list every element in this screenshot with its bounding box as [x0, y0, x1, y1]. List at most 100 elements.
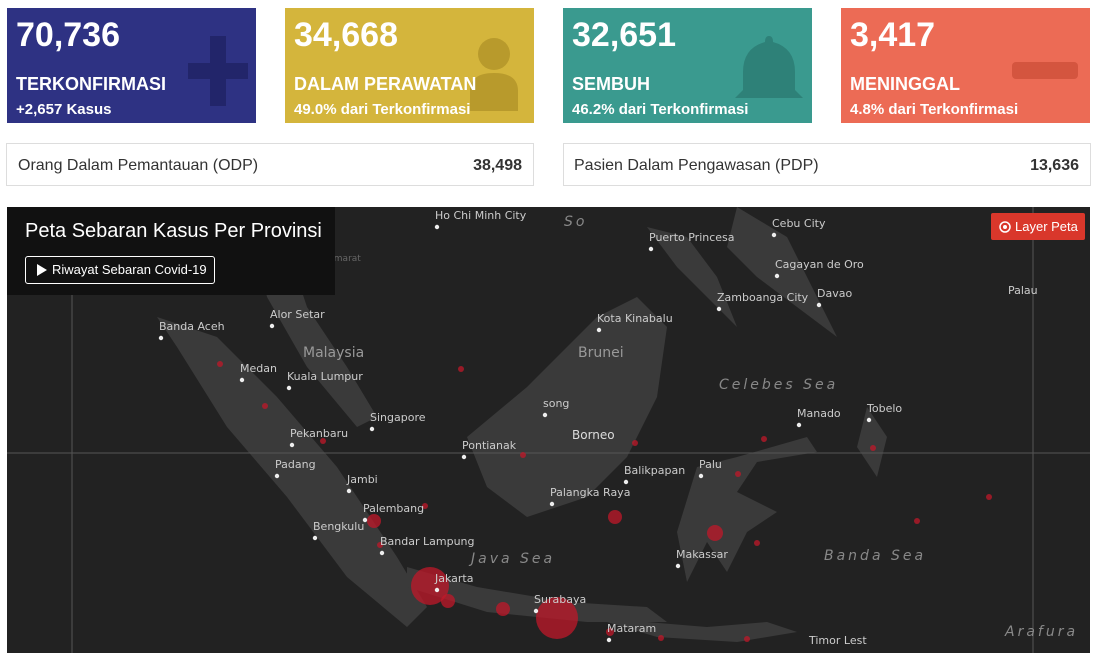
map-panel: Peta Sebaran Kasus Per Provinsi Riwayat …	[7, 207, 335, 295]
place-dot	[158, 335, 164, 341]
place-dot	[434, 587, 440, 593]
icon	[735, 36, 803, 98]
place-dot	[606, 637, 612, 643]
card-treated: 34,668 DALAM PERAWATAN 49.0% dari Terkon…	[285, 8, 534, 123]
place-label: Makassar	[676, 548, 728, 561]
place-dot	[542, 412, 548, 418]
icon	[1012, 62, 1078, 79]
place-label: Banda Aceh	[159, 320, 225, 333]
place-label: Pekanbaru	[290, 427, 348, 440]
place-label: Celebes Sea	[719, 377, 838, 393]
place-label: Jambi	[346, 473, 378, 486]
place-dot	[596, 327, 602, 333]
icon	[470, 38, 518, 111]
place-dot	[774, 273, 780, 279]
place-dot	[716, 306, 722, 312]
place-dot	[796, 422, 802, 428]
card-sub: 49.0% dari Terkonfirmasi	[294, 101, 471, 118]
place-dot	[533, 608, 539, 614]
place-label: Puerto Princesa	[649, 231, 735, 244]
card-label: MENINGGAL	[850, 74, 960, 94]
land	[157, 207, 887, 642]
play-icon	[37, 264, 47, 276]
place-label: Zamboanga City	[717, 291, 809, 304]
place-dot	[369, 426, 375, 432]
card-recovered: 32,651 SEMBUH 46.2% dari Terkonfirmasi	[563, 8, 812, 123]
place-label: Java Sea	[468, 551, 555, 567]
place-dot	[648, 246, 654, 252]
place-label: Singapore	[370, 411, 426, 424]
card-confirmed: 70,736 TERKONFIRMASI +2,657 Kasus	[7, 8, 256, 123]
pdp-value: 13,636	[1030, 157, 1079, 174]
icon	[188, 36, 248, 106]
place-dot	[362, 517, 368, 523]
card-sub: 4.8% dari Terkonfirmasi	[850, 101, 1019, 118]
place-label: Balikpapan	[624, 464, 685, 477]
odp-value: 38,498	[473, 157, 522, 174]
card-value: 34,668	[294, 16, 398, 54]
place-label: Pontianak	[462, 439, 517, 452]
place-label: Palau	[1008, 284, 1038, 297]
place-label: Manado	[797, 407, 841, 420]
card-deaths: 3,417 MENINGGAL 4.8% dari Terkonfirmasi	[841, 8, 1090, 123]
place-label: Padang	[275, 458, 316, 471]
pdp-label: Pasien Dalam Pengawasan (PDP)	[574, 157, 819, 174]
place-label: Kota Kinabalu	[597, 312, 673, 325]
place-label: Medan	[240, 362, 277, 375]
place-dot	[289, 442, 295, 448]
card-value: 32,651	[572, 16, 676, 54]
place-label: Cagayan de Oro	[775, 258, 864, 271]
place-label: Davao	[817, 287, 852, 300]
place-label: Ho Chi Minh City	[435, 209, 527, 222]
place-dot	[549, 501, 555, 507]
place-label: Jakarta	[434, 572, 473, 585]
place-label: Mataram	[607, 622, 656, 635]
place-dot	[286, 385, 292, 391]
place-label: Alor Setar	[270, 308, 325, 321]
place-label: song	[543, 397, 569, 410]
place-label: Timor Lest	[808, 634, 867, 647]
place-label: Tobelo	[866, 402, 902, 415]
place-dot	[816, 302, 822, 308]
map-title: Peta Sebaran Kasus Per Provinsi	[25, 220, 322, 242]
place-dot	[312, 535, 318, 541]
map[interactable]: Ho Chi Minh City Puerto Princesa Cebu City…	[7, 207, 1090, 653]
place-dot	[698, 473, 704, 479]
pdp-box: Pasien Dalam Pengawasan (PDP) 13,636	[563, 143, 1091, 186]
layer-label: Layer Peta	[1015, 219, 1078, 234]
place-dot	[239, 377, 245, 383]
place-label: Surabaya	[534, 593, 586, 606]
card-sub: +2,657 Kasus	[16, 101, 112, 118]
card-sub: 46.2% dari Terkonfirmasi	[572, 101, 749, 118]
card-label: SEMBUH	[572, 74, 651, 94]
place-dot	[675, 563, 681, 569]
place-label: Palembang	[363, 502, 424, 515]
history-button[interactable]: Riwayat Sebaran Covid-19	[25, 256, 215, 284]
card-value: 70,736	[16, 16, 120, 54]
place-dot	[434, 224, 440, 230]
place-label: Palu	[699, 458, 722, 471]
place-dot	[269, 323, 275, 329]
place-label: Palangka Raya	[550, 486, 630, 499]
place-label: Kuala Lumpur	[287, 370, 363, 383]
layer-button[interactable]: Layer Peta	[991, 213, 1085, 240]
place-label: Malaysia	[303, 345, 364, 361]
place-label: Cebu City	[772, 217, 826, 230]
place-label: Borneo	[572, 428, 615, 442]
history-label: Riwayat Sebaran Covid-19	[52, 262, 207, 277]
place-dot	[866, 417, 872, 423]
layer-icon	[999, 221, 1011, 233]
place-dot	[771, 232, 777, 238]
odp-box: Orang Dalam Pemantauan (ODP) 38,498	[6, 143, 534, 186]
card-label: TERKONFIRMASI	[16, 74, 166, 94]
odp-label: Orang Dalam Pemantauan (ODP)	[18, 157, 259, 174]
card-value: 3,417	[850, 16, 936, 54]
card-label: DALAM PERAWATAN	[294, 74, 477, 94]
place-label: Brunei	[578, 345, 624, 361]
place-label: So	[564, 214, 587, 230]
place-dot	[379, 550, 385, 556]
place-label: Banda Sea	[824, 548, 926, 564]
place-dot	[461, 454, 467, 460]
place-label: Bandar Lampung	[380, 535, 475, 548]
